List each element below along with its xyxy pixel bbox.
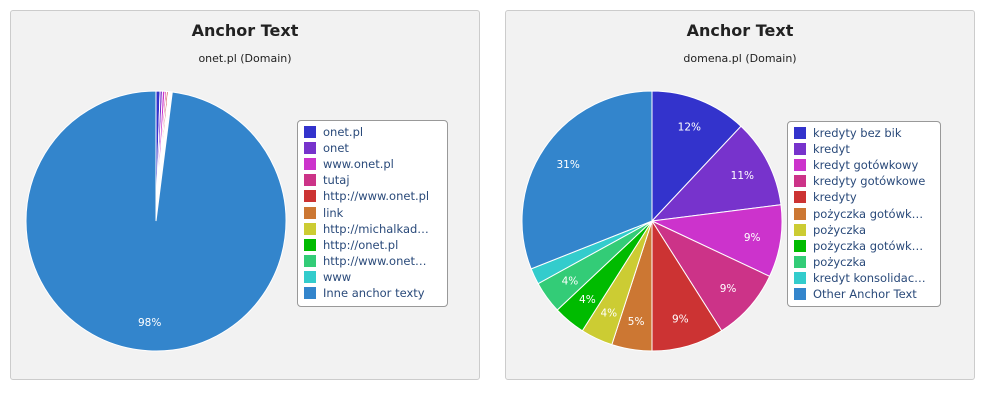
legend-item[interactable]: http://onet.pl bbox=[304, 237, 441, 253]
legend-item[interactable]: link bbox=[304, 204, 441, 220]
legend-swatch bbox=[794, 207, 806, 220]
legend-swatch bbox=[304, 238, 316, 251]
legend-label: pożyczka gotówk… bbox=[813, 238, 924, 253]
legend-item[interactable]: www.onet.pl bbox=[304, 156, 441, 172]
legend-swatch bbox=[794, 239, 806, 252]
legend-label: pożyczka bbox=[813, 222, 867, 237]
legend-swatch bbox=[304, 174, 316, 187]
legend-swatch bbox=[304, 254, 316, 267]
legend-swatch bbox=[304, 286, 316, 299]
legend-item[interactable]: http://www.onet… bbox=[304, 253, 441, 269]
legend-label: Other Anchor Text bbox=[813, 286, 917, 301]
legend-swatch bbox=[304, 206, 316, 219]
pie-data-label: 98% bbox=[138, 317, 161, 329]
legend-swatch bbox=[794, 159, 806, 172]
legend-label: kredyty gotówkowe bbox=[813, 174, 926, 189]
legend-label: kredyt bbox=[813, 142, 850, 157]
legend-swatch bbox=[304, 270, 316, 283]
legend-label: http://www.onet… bbox=[323, 253, 427, 268]
chart-legend: kredyty bez bik kredyt kredyt gotówkowy kre… bbox=[787, 121, 941, 307]
legend-label: kredyt gotówkowy bbox=[813, 158, 919, 173]
legend-label: kredyty bez bik bbox=[813, 126, 902, 141]
chart-panel-onet: Anchor Text onet.pl (Domain) 98% onet.pl… bbox=[10, 10, 480, 380]
legend-item[interactable]: kredyty bez bik bbox=[794, 125, 934, 141]
legend-label: link bbox=[323, 205, 344, 220]
legend-swatch bbox=[794, 271, 806, 284]
legend-item[interactable]: pożyczka bbox=[794, 222, 934, 238]
legend-label: tutaj bbox=[323, 173, 350, 188]
legend-item[interactable]: kredyt konsolidac… bbox=[794, 270, 934, 286]
legend-label: http://michalkad… bbox=[323, 221, 429, 236]
legend-label: www bbox=[323, 269, 352, 284]
legend-swatch bbox=[794, 287, 806, 300]
legend-item[interactable]: Other Anchor Text bbox=[794, 286, 934, 302]
legend-item[interactable]: kredyt gotówkowy bbox=[794, 157, 934, 173]
legend-item[interactable]: kredyty bbox=[794, 189, 934, 205]
pie-slice bbox=[650, 125, 782, 222]
chart-subtitle: onet.pl (Domain) bbox=[198, 52, 292, 65]
legend-label: Inne anchor texty bbox=[323, 285, 425, 300]
legend-item[interactable]: onet.pl bbox=[304, 124, 441, 140]
chart-title: Anchor Text bbox=[191, 21, 299, 40]
pie-data-label: 5% bbox=[628, 316, 645, 328]
pie-slice bbox=[25, 90, 287, 352]
pie-data-label: 31% bbox=[556, 159, 579, 171]
pie-data-label: 11% bbox=[731, 170, 754, 182]
legend-swatch bbox=[794, 143, 806, 156]
legend-label: kredyt konsolidac… bbox=[813, 270, 926, 285]
pie-slice bbox=[521, 90, 653, 270]
pie-chart-domena: 12%11%9%9%9%5%4%4%4%31% bbox=[521, 90, 783, 352]
legend-item[interactable]: pożyczka gotówk… bbox=[794, 238, 934, 254]
legend-label: kredyty bbox=[813, 190, 857, 205]
legend-label: onet.pl bbox=[323, 125, 364, 140]
legend-item[interactable]: http://www.onet.pl bbox=[304, 188, 441, 204]
legend-swatch bbox=[794, 191, 806, 204]
legend-label: http://www.onet.pl bbox=[323, 189, 430, 204]
legend-item[interactable]: onet bbox=[304, 140, 441, 156]
legend-swatch bbox=[304, 142, 316, 155]
chart-subtitle: domena.pl (Domain) bbox=[683, 52, 797, 65]
legend-swatch bbox=[794, 223, 806, 236]
chart-panel-domena: Anchor Text domena.pl (Domain) 12% 11% 9% 9… bbox=[505, 10, 975, 380]
chart-title: Anchor Text bbox=[686, 21, 794, 40]
legend-swatch bbox=[304, 158, 316, 171]
pie-data-label: 12% bbox=[678, 122, 701, 134]
legend-label: www.onet.pl bbox=[323, 157, 394, 172]
legend-label: onet bbox=[323, 141, 349, 156]
legend-swatch bbox=[794, 127, 806, 140]
legend-swatch bbox=[794, 175, 806, 188]
pie-data-label: 4% bbox=[600, 308, 617, 320]
legend-item[interactable]: tutaj bbox=[304, 172, 441, 188]
legend-swatch bbox=[794, 255, 806, 268]
legend-swatch bbox=[304, 190, 316, 203]
legend-label: http://onet.pl bbox=[323, 237, 399, 252]
pie-data-label: 4% bbox=[579, 294, 596, 306]
pie-chart-onet: 98% bbox=[25, 90, 287, 352]
legend-label: pożyczka bbox=[813, 254, 867, 269]
legend-item[interactable]: www bbox=[304, 269, 441, 285]
pie-data-label: 4% bbox=[562, 276, 579, 288]
pie-data-label: 9% bbox=[744, 232, 761, 244]
chart-legend: onet.pl onet www.onet.pl tutaj http://www.on… bbox=[297, 120, 448, 307]
legend-item[interactable]: pożyczka gotówk… bbox=[794, 205, 934, 221]
legend-swatch bbox=[304, 222, 316, 235]
legend-item[interactable]: http://michalkad… bbox=[304, 221, 441, 237]
pie-data-label: 9% bbox=[672, 313, 689, 325]
pie-slice bbox=[651, 90, 742, 223]
legend-swatch bbox=[304, 126, 316, 139]
legend-item[interactable]: pożyczka bbox=[794, 254, 934, 270]
legend-item[interactable]: kredyty gotówkowe bbox=[794, 173, 934, 189]
legend-item[interactable]: kredyt bbox=[794, 141, 934, 157]
legend-item[interactable]: Inne anchor texty bbox=[304, 285, 441, 301]
legend-label: pożyczka gotówk… bbox=[813, 206, 924, 221]
pie-data-label: 9% bbox=[720, 283, 737, 295]
